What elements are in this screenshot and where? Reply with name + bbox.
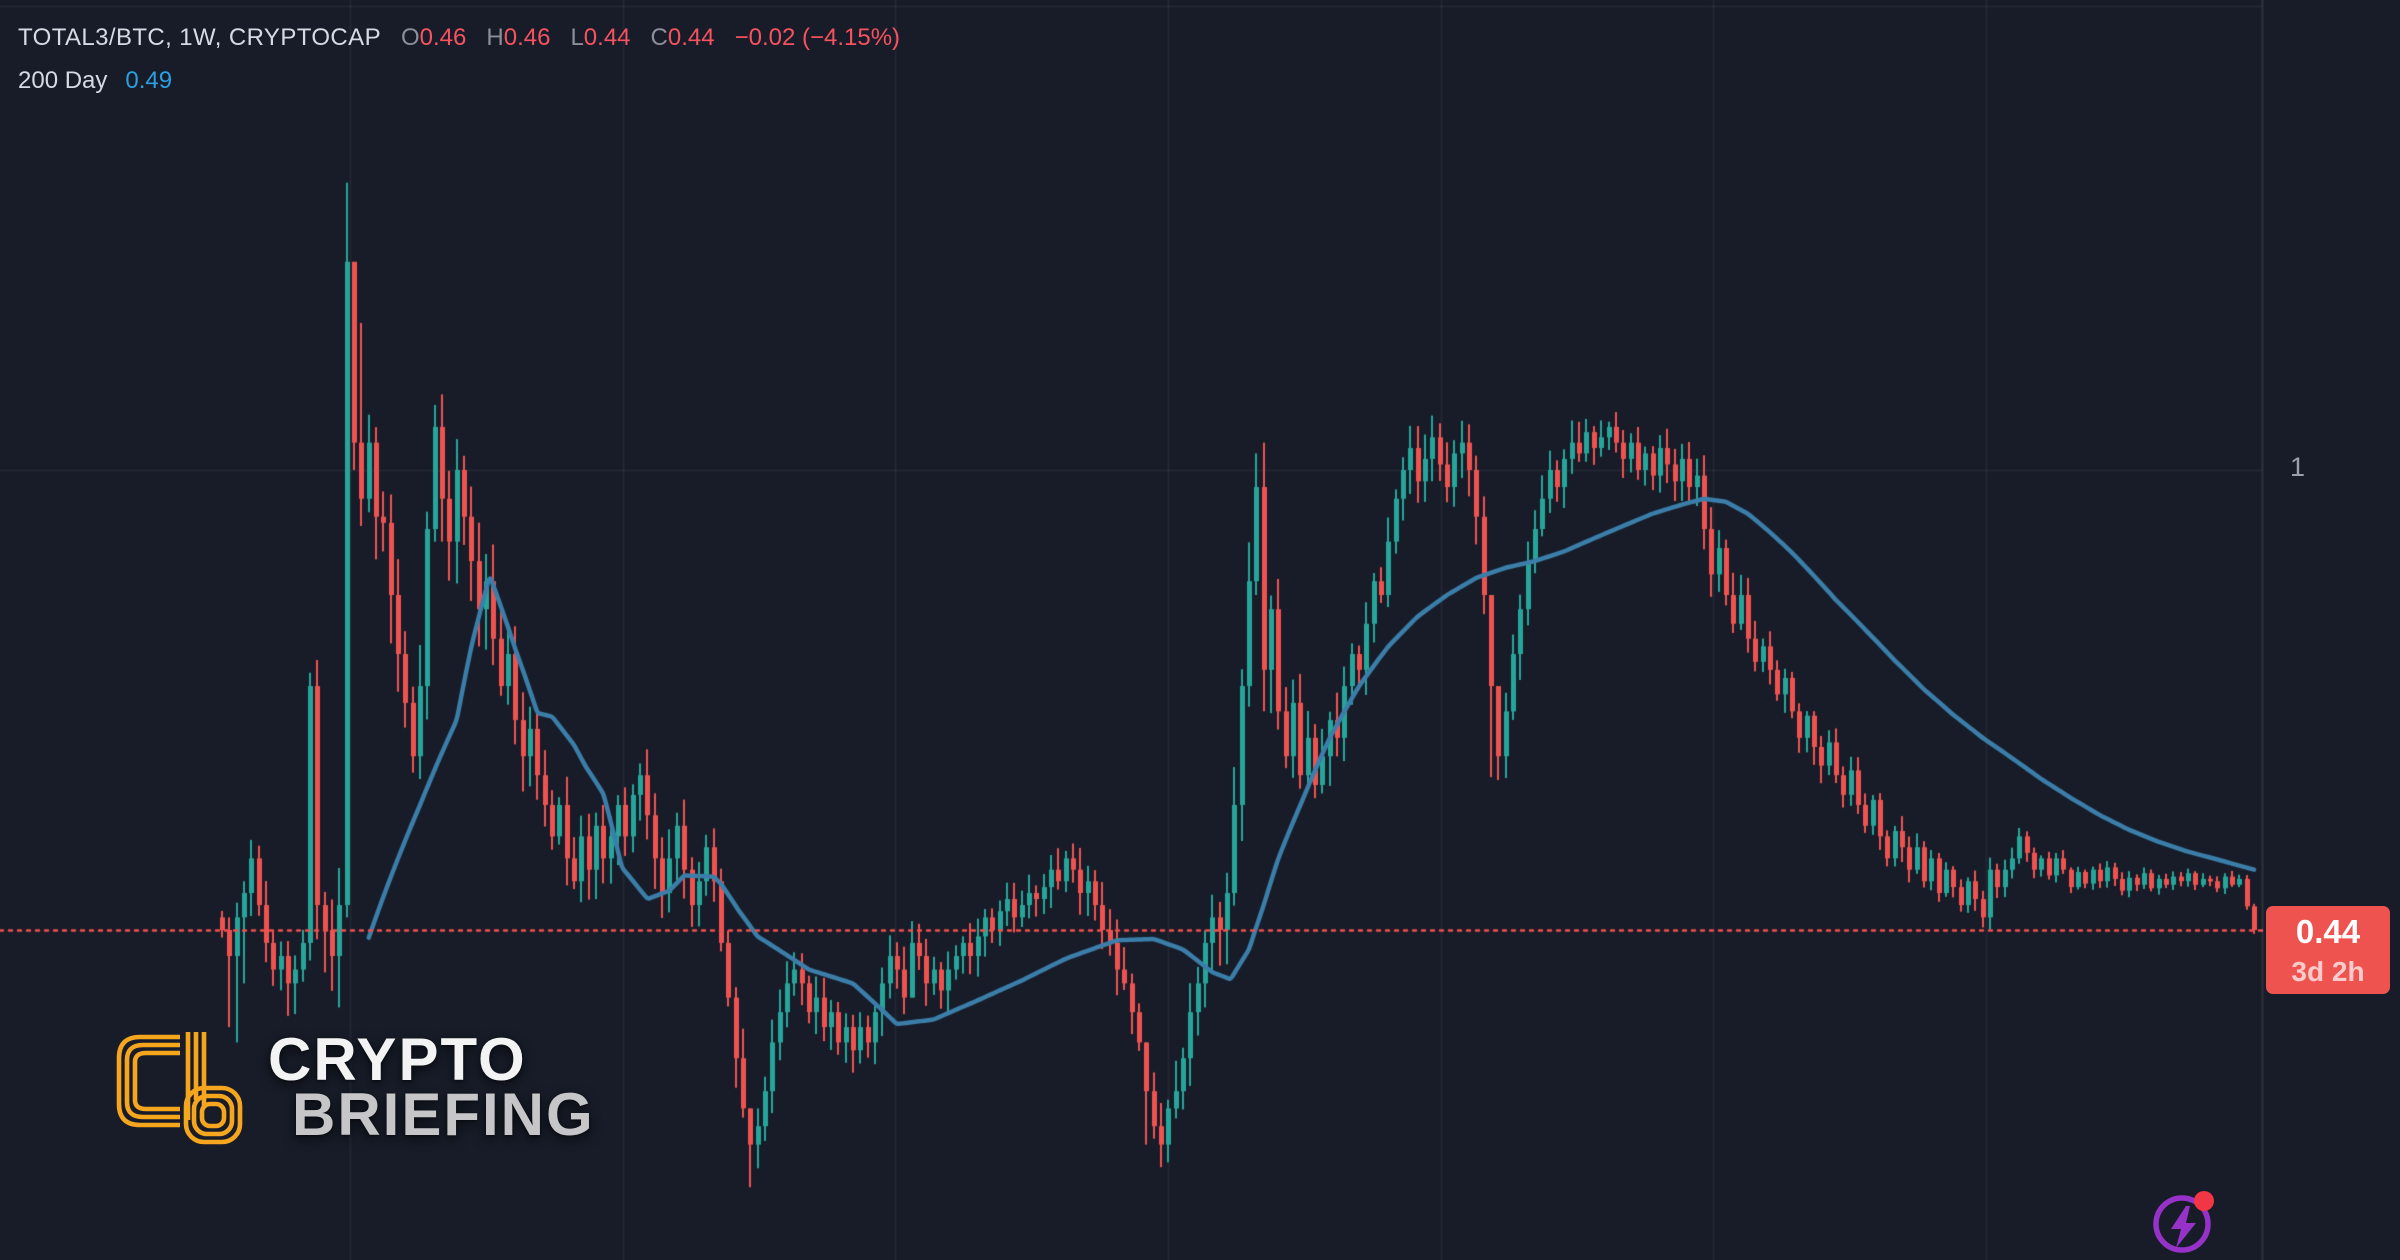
logo-line-briefing: BRIEFING (292, 1081, 595, 1148)
last-price-value: 0.44 (2295, 913, 2361, 950)
crypto-briefing-logo-text: CRYPTO BRIEFING (268, 1026, 595, 1148)
chart-legend: TOTAL3/BTC, 1W, CRYPTOCAP O0.46 H0.46 L0… (18, 24, 900, 95)
lightning-bolt-icon[interactable] (2146, 1184, 2224, 1260)
symbol-legend-row: TOTAL3/BTC, 1W, CRYPTOCAP O0.46 H0.46 L0… (18, 24, 900, 52)
crypto-briefing-logo-mark-icon (116, 1032, 243, 1145)
close-value: C0.44 (650, 24, 715, 51)
change-value: −0.02 (−4.15%) (734, 24, 901, 51)
bar-countdown: 3d 2h (2291, 956, 2365, 987)
logo-line-crypto: CRYPTO (268, 1026, 527, 1093)
bolt-glyph (2171, 1206, 2196, 1248)
symbol-title[interactable]: TOTAL3/BTC, 1W, CRYPTOCAP (18, 24, 381, 51)
indicator-value: 0.49 (125, 67, 173, 94)
last-price-label[interactable]: 0.44 3d 2h (2266, 906, 2390, 994)
indicator-legend-row: 200 Day 0.49 (18, 67, 900, 95)
notification-dot (2194, 1191, 2214, 1211)
price-axis-tick: 1 (2290, 452, 2306, 482)
crypto-briefing-watermark: CRYPTO BRIEFING (110, 1024, 595, 1176)
low-value: L0.44 (570, 24, 631, 51)
indicator-name[interactable]: 200 Day (18, 67, 108, 94)
open-value: O0.46 (400, 24, 467, 51)
high-value: H0.46 (486, 24, 551, 51)
